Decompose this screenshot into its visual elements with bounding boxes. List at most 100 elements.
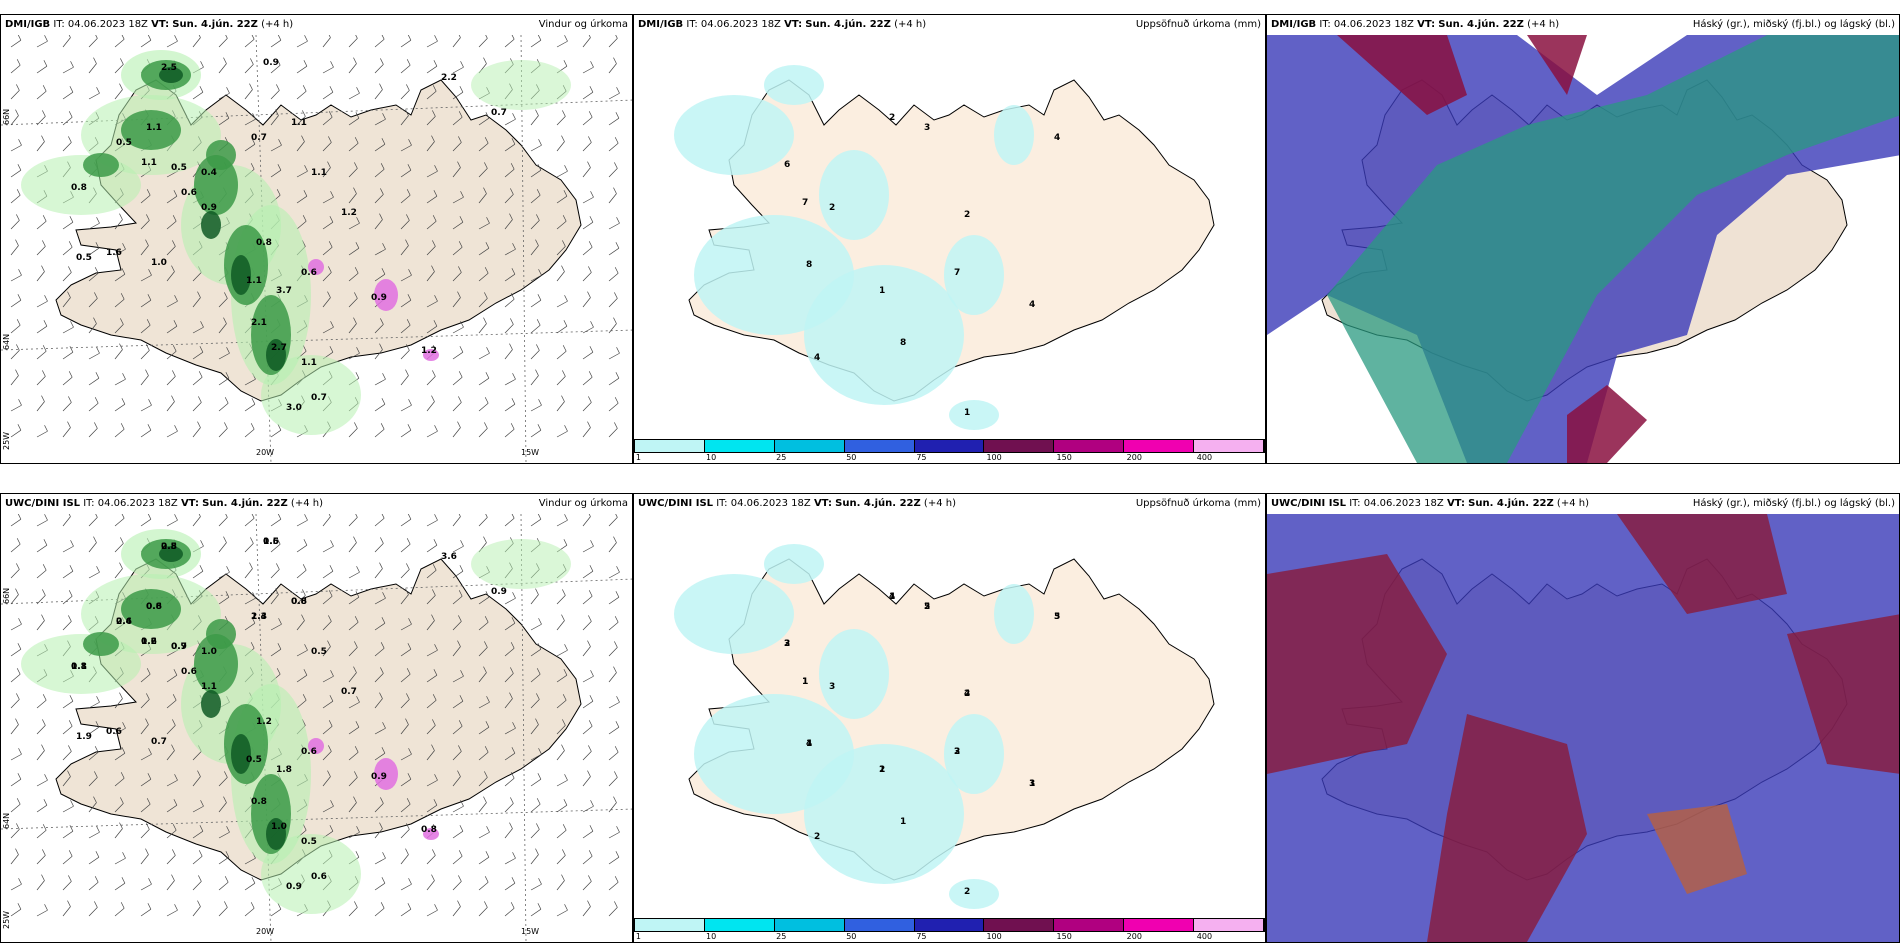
wind-barb-flag bbox=[512, 852, 516, 859]
wind-barb-flag bbox=[484, 267, 489, 274]
wind-barb-flag bbox=[587, 291, 591, 298]
wind-barb-flag bbox=[564, 514, 568, 521]
wind-barb-flag bbox=[457, 900, 461, 907]
wind-barb bbox=[192, 830, 204, 839]
wind-barb-flag bbox=[69, 216, 74, 223]
wind-barb bbox=[114, 64, 124, 74]
wind-barb bbox=[582, 805, 594, 813]
wind-barb bbox=[36, 700, 47, 709]
wind-barb-flag bbox=[588, 35, 591, 38]
wind-barb-flag bbox=[408, 399, 412, 406]
wind-barb-flag bbox=[95, 851, 100, 858]
precip-accum-area bbox=[804, 265, 964, 405]
wind-barb-flag bbox=[406, 214, 410, 221]
wind-barb bbox=[140, 883, 152, 891]
wind-barb bbox=[504, 727, 516, 735]
wind-barb-flag bbox=[328, 514, 331, 517]
wind-barb-flag bbox=[223, 536, 227, 543]
precip-value-label: 2.3 bbox=[251, 612, 267, 622]
wind-barb-flag bbox=[277, 35, 282, 41]
wind-barb-flag bbox=[17, 164, 22, 171]
wind-barb-flag bbox=[485, 372, 490, 379]
accum-value-label: 4 bbox=[889, 592, 895, 602]
wind-barb-flag bbox=[511, 138, 516, 145]
wind-barb bbox=[88, 323, 97, 334]
wind-barb bbox=[114, 778, 125, 787]
wind-barb-flag bbox=[353, 187, 357, 194]
wind-barb bbox=[374, 118, 386, 126]
wind-barb-flag bbox=[510, 797, 514, 804]
wind-barb-flag bbox=[587, 421, 591, 428]
wind-barb bbox=[114, 698, 123, 709]
wind-barb bbox=[218, 92, 230, 100]
wind-barb bbox=[426, 141, 435, 152]
wind-barb bbox=[374, 543, 384, 553]
wind-barb-flag bbox=[67, 770, 71, 777]
wind-barb-flag bbox=[276, 668, 281, 675]
wind-barb bbox=[36, 880, 45, 891]
wind-barb bbox=[192, 570, 204, 579]
wind-barb-flag bbox=[225, 372, 230, 379]
wind-barb-flag bbox=[120, 797, 124, 804]
wind-barb bbox=[10, 724, 19, 735]
wind-barb bbox=[504, 194, 514, 204]
wind-barb bbox=[374, 143, 386, 152]
precip-value-label: 0.8 bbox=[71, 662, 87, 672]
wind-barb-flag bbox=[512, 373, 516, 380]
wind-barb bbox=[556, 376, 566, 386]
wind-barb-flag bbox=[458, 371, 463, 378]
wind-barb-flag bbox=[380, 318, 384, 325]
colorbar-tick-label: 200 bbox=[1126, 932, 1142, 941]
accum-value-label: 1 bbox=[802, 677, 808, 687]
precip-value-label: 0.5 bbox=[311, 647, 327, 657]
wind-barb bbox=[582, 351, 594, 360]
colorbar-tick-label: 75 bbox=[916, 932, 927, 941]
precip-value-label: 1.1 bbox=[246, 276, 262, 286]
wind-barb bbox=[504, 673, 514, 683]
wind-barb-flag bbox=[94, 292, 98, 299]
wind-barb-flag bbox=[483, 666, 487, 673]
accum-value-label: 8 bbox=[900, 338, 906, 348]
wind-barb-flag bbox=[564, 644, 568, 651]
wind-barb bbox=[88, 517, 98, 527]
precip-value-label: 1.2 bbox=[341, 208, 357, 218]
wind-barb-flag bbox=[121, 514, 125, 519]
wind-barb-flag bbox=[16, 668, 21, 675]
wind-barb-flag bbox=[405, 588, 409, 595]
wind-barb bbox=[556, 170, 568, 178]
wind-barb-flag bbox=[277, 643, 282, 650]
wind-barb bbox=[452, 196, 464, 204]
wind-barb bbox=[140, 518, 152, 527]
wind-barb-flag bbox=[562, 370, 566, 377]
wind-barb-flag bbox=[122, 852, 126, 859]
wind-barb bbox=[556, 750, 565, 761]
lat-line-64n bbox=[1, 329, 632, 351]
wind-barb bbox=[140, 325, 151, 334]
wind-barb bbox=[608, 352, 620, 360]
wind-barb bbox=[192, 272, 202, 282]
wind-barb bbox=[10, 674, 21, 683]
precip-value-label: 0.5 bbox=[116, 138, 132, 148]
wind-barb-flag bbox=[562, 215, 567, 222]
precip-moderate bbox=[83, 153, 119, 177]
wind-barb-flag bbox=[406, 538, 411, 545]
wind-barb-flag bbox=[485, 112, 490, 119]
wind-barb bbox=[140, 39, 152, 48]
wind-barb-flag bbox=[537, 773, 542, 780]
wind-barb bbox=[530, 854, 539, 865]
wind-barb bbox=[452, 776, 461, 787]
wind-barb bbox=[10, 350, 20, 360]
wind-barb-flag bbox=[484, 422, 488, 429]
wind-barb-flag bbox=[225, 112, 230, 119]
wind-barb-flag bbox=[303, 539, 308, 546]
colorbar-tick-label: 400 bbox=[1196, 453, 1213, 462]
accum-value-label: 4 bbox=[814, 353, 820, 363]
wind-barb bbox=[36, 351, 47, 360]
wind-barb bbox=[140, 195, 151, 204]
wind-barb bbox=[88, 777, 98, 787]
wind-barb bbox=[62, 351, 74, 360]
wind-barb-flag bbox=[70, 540, 74, 547]
wind-barb-flag bbox=[564, 774, 568, 781]
wind-barb-flag bbox=[537, 424, 542, 431]
wind-barb bbox=[62, 66, 74, 74]
